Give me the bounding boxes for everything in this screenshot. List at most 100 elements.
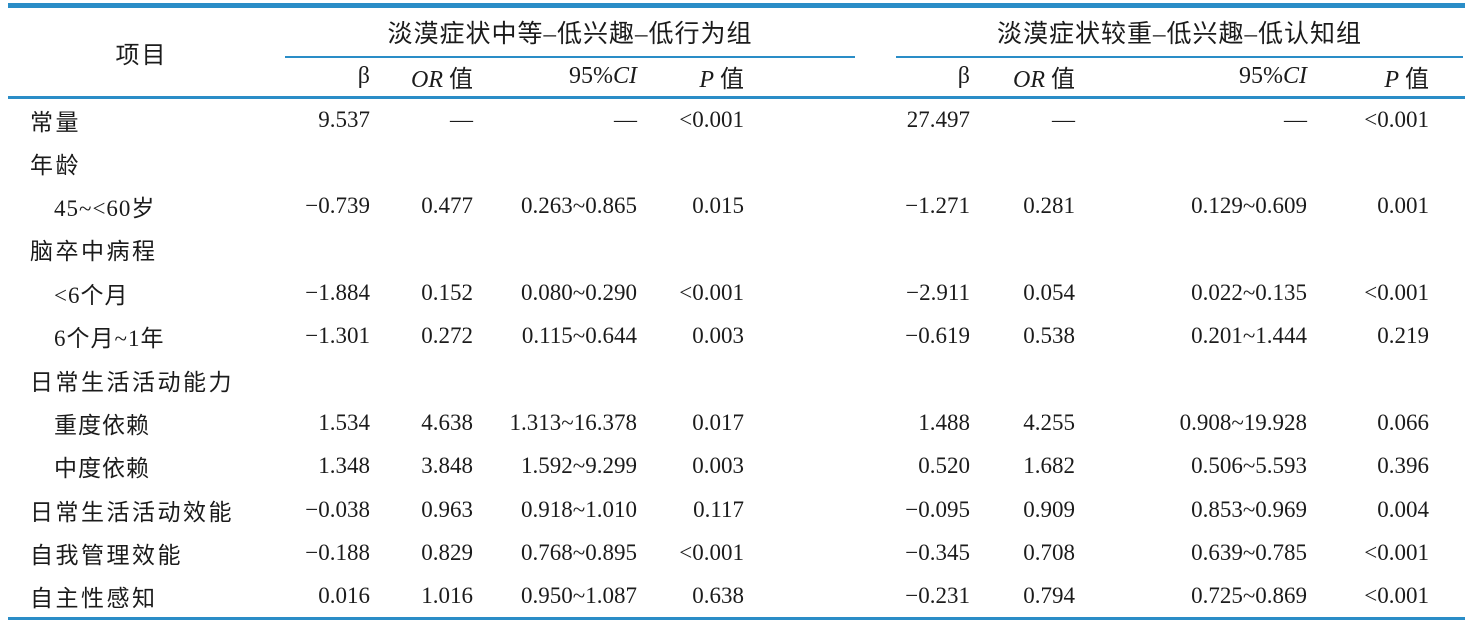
column-header-beta-g2: β	[860, 57, 995, 99]
cell: 0.506~5.593	[1191, 453, 1308, 479]
header-text: 值	[714, 67, 745, 94]
cell: 1.592~9.299	[521, 453, 637, 479]
cell	[994, 358, 1099, 401]
cell: −1.884	[305, 279, 370, 305]
cell: −2.911	[906, 279, 971, 305]
cell: 0.272	[421, 323, 473, 349]
cell: −0.231	[860, 574, 995, 620]
cell: −0.619	[905, 323, 971, 349]
table-row-stroke-duration-category: 脑卒中病程	[8, 228, 1465, 271]
cell: 1.313~16.378	[509, 409, 637, 435]
cell	[275, 141, 394, 184]
table-row-self-management-efficacy: 自我管理效能 −0.188 0.829 0.768~0.895 <0.001 −…	[8, 531, 1465, 574]
column-header-ci-g1: 95%CI	[497, 57, 661, 99]
cell: 0.054	[1023, 279, 1076, 305]
cell: 9.537	[318, 106, 370, 132]
cell: 0.016	[275, 574, 394, 620]
table-row-autonomy-perception: 自主性感知 0.016 1.016 0.950~1.087 0.638 −0.2…	[8, 574, 1466, 620]
row-label: 日常生活活动效能	[30, 499, 234, 525]
cell: −0.345	[905, 540, 971, 566]
header-text: 95%	[1239, 63, 1284, 90]
header-text: β	[357, 63, 370, 90]
cell: 1.534	[318, 409, 370, 435]
column-header-ci-g2: 95%CI	[1099, 57, 1332, 99]
header-text: 值	[443, 67, 473, 94]
cell: −0.095	[905, 496, 971, 522]
row-label: 自主性感知	[8, 574, 275, 620]
cell	[1099, 228, 1331, 271]
cell: 4.255	[1023, 409, 1076, 435]
cell: 1.488	[918, 409, 971, 435]
cell: 1.016	[394, 574, 497, 620]
group2-title: 淡漠症状较重–低兴趣–低认知组	[896, 14, 1464, 58]
table-row-adl-efficacy: 日常生活活动效能 −0.038 0.963 0.918~1.010 0.117 …	[8, 488, 1465, 531]
cell: 0.396	[1377, 453, 1430, 479]
row-label: 脑卒中病程	[30, 239, 158, 265]
cell: 0.768~0.895	[521, 540, 637, 566]
cell	[394, 228, 497, 271]
cell: <0.001	[1331, 574, 1466, 620]
cell: −0.188	[305, 540, 370, 566]
cell: 0.281	[1023, 192, 1076, 218]
row-label: 重度依赖	[54, 412, 150, 438]
row-label: <6个月	[54, 282, 129, 308]
cell	[275, 358, 394, 401]
cell: 0.908~19.928	[1179, 409, 1308, 435]
cell	[497, 141, 661, 184]
row-label: 6个月~1年	[54, 326, 165, 352]
cell	[1099, 358, 1331, 401]
cell: 0.003	[692, 323, 745, 349]
cell: <0.001	[1364, 279, 1430, 305]
cell: 0.918~1.010	[521, 496, 637, 522]
table-row-age-45-60: 45~<60岁 −0.739 0.477 0.263~0.865 0.015 −…	[8, 184, 1465, 227]
cell: 0.794	[994, 574, 1100, 620]
cell: 0.001	[1377, 192, 1430, 218]
cell: 0.066	[1377, 409, 1430, 435]
row-label: 日常生活活动能力	[30, 369, 234, 395]
cell: −1.301	[305, 323, 370, 349]
cell: 0.115~0.644	[521, 323, 637, 349]
cell: <0.001	[1364, 106, 1430, 132]
cell	[661, 228, 860, 271]
cell	[1099, 141, 1331, 184]
cell: 0.263~0.865	[521, 192, 637, 218]
cell: −0.739	[305, 192, 370, 218]
column-header-or-g2: OR 值	[994, 57, 1100, 99]
cell	[1331, 358, 1465, 401]
table-row-moderate-dependence: 中度依赖 1.348 3.848 1.592~9.299 0.003 0.520…	[8, 445, 1465, 488]
cell: 1.348	[318, 453, 370, 479]
header-italic: OR	[411, 67, 443, 94]
cell: 0.520	[918, 453, 971, 479]
cell	[994, 141, 1099, 184]
regression-table: 项目 淡漠症状中等–低兴趣–低行为组 淡漠症状较重–低兴趣–低认知组 β OR …	[8, 3, 1466, 620]
cell	[1331, 228, 1465, 271]
cell: 0.080~0.290	[521, 279, 637, 305]
cell: 0.219	[1377, 323, 1430, 349]
cell: —	[1052, 106, 1076, 132]
header-text: 95%	[569, 63, 613, 90]
cell	[394, 141, 497, 184]
cell	[860, 228, 994, 271]
cell: 4.638	[421, 409, 473, 435]
table-header: 项目 淡漠症状中等–低兴趣–低行为组 淡漠症状较重–低兴趣–低认知组 β OR …	[8, 5, 1466, 99]
row-label: 中度依赖	[54, 456, 150, 482]
cell: 0.638	[661, 574, 861, 620]
header-italic: P	[1384, 67, 1400, 94]
cell: —	[450, 106, 473, 132]
column-header-or-g1: OR 值	[394, 57, 497, 99]
cell	[661, 358, 860, 401]
header-italic: P	[699, 67, 715, 94]
cell	[275, 228, 394, 271]
row-label: 45~<60岁	[54, 195, 156, 221]
column-header-beta-g1: β	[275, 57, 394, 99]
cell	[860, 141, 994, 184]
cell	[661, 141, 860, 184]
cell: 1.682	[1023, 453, 1076, 479]
column-group-header-severe-apathy: 淡漠症状较重–低兴趣–低认知组	[860, 6, 1465, 58]
header-text: β	[957, 63, 971, 90]
cell: 0.129~0.609	[1191, 192, 1308, 218]
column-group-header-moderate-apathy: 淡漠症状中等–低兴趣–低行为组	[275, 6, 860, 58]
column-header-p-g2: P 值	[1331, 57, 1466, 99]
cell: <0.001	[1364, 540, 1430, 566]
cell: 0.725~0.869	[1099, 574, 1332, 620]
